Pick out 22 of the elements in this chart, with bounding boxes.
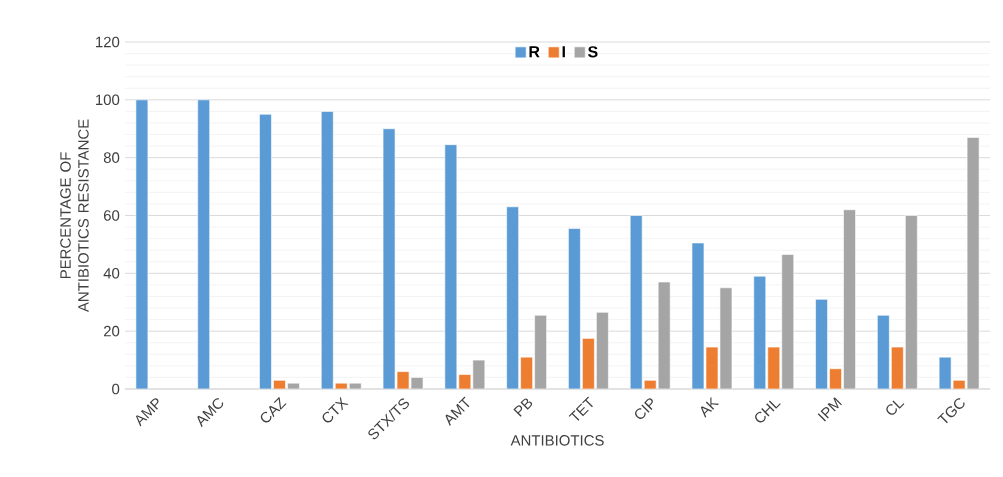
x-tick-label: AK (700, 396, 720, 418)
x-tick-label: CHL (755, 400, 781, 423)
y-tick-label: 40 (103, 268, 120, 279)
y-tick-label: 60 (103, 210, 120, 221)
legend-label: R (529, 46, 540, 58)
x-tick-label: IPM (817, 397, 842, 422)
y-tick-label: 80 (103, 152, 120, 163)
y-tick-label: 0 (112, 383, 120, 395)
x-tick-label: CIP (635, 398, 653, 419)
y-tick-label: 120 (96, 36, 120, 48)
y-tick-label: 100 (96, 94, 120, 106)
x-axis-title: ANTIBIOTICS (510, 435, 604, 446)
bar (197, 99, 210, 389)
x-tick-label: PB (513, 398, 533, 417)
x-tick-label: TGC (937, 398, 965, 424)
legend-label: S (588, 46, 598, 58)
legend-label: I (562, 46, 565, 58)
x-tick-label: CL (886, 400, 905, 415)
y-axis-title: PERCENTAGE OF ANTIBIOTICS RESISTANCE (60, 119, 89, 313)
x-tick-label: TET (568, 396, 593, 421)
bar (135, 99, 149, 389)
y-tick-label: 20 (103, 325, 120, 337)
